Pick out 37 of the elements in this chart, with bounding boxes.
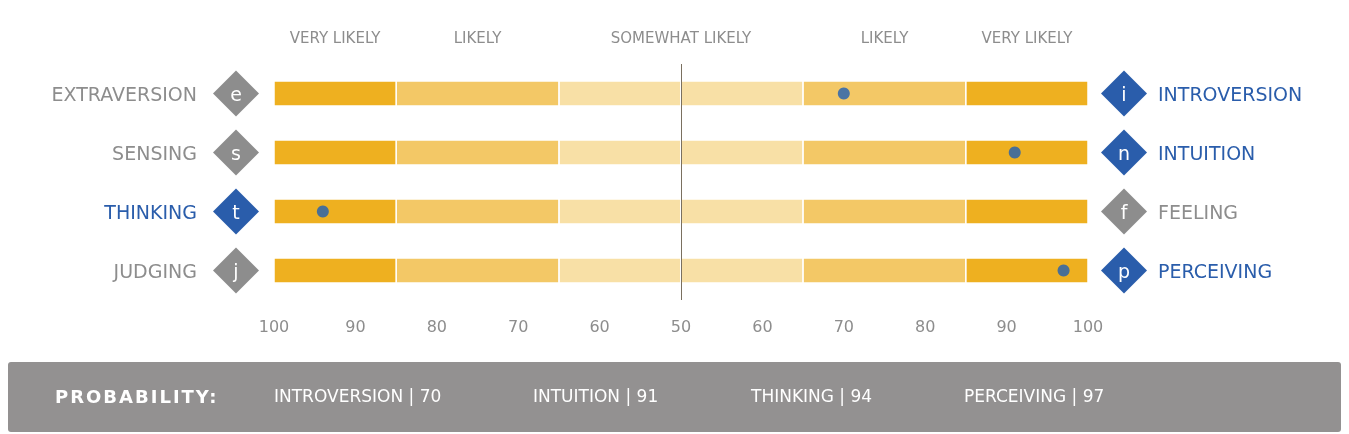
x-tick-label: 60 [589,316,610,336]
text: i [1121,82,1127,105]
text: THINKING | 94 [751,386,873,406]
text: INTUITION | 91 [533,386,659,406]
x-tick-label: 100 [258,316,290,336]
x-tick-label: 80 [915,316,936,336]
x-tick-label: 90 [345,316,366,336]
x-tick-label: 100 [1072,316,1104,336]
x-tick-label: 60 [752,316,773,336]
text: LIKELY [453,29,503,47]
ref-line-label: SOMEWHAT LIKELY [610,29,753,47]
text: j [232,259,239,282]
y-tick-label: THINKING [103,200,197,223]
text: f [1120,200,1129,223]
y-tick-label: INTUITION [1158,141,1256,164]
y-tick-label: PERCEIVING [1158,259,1273,282]
text: VERY LIKELY [289,29,382,47]
x-tick-label: 50 [670,316,692,336]
text: VERY LIKELY [981,29,1074,47]
y-tick-label: JUDGING [112,259,197,282]
y-tick-label: EXTRAVERSION [51,82,197,105]
text: LIKELY [860,29,910,47]
x-tick-label: 70 [833,316,854,336]
x-tick-label: 70 [508,316,529,336]
text: p [1117,259,1131,282]
text: PERCEIVING | 97 [964,386,1105,406]
y-tick-label: FEELING [1158,200,1239,223]
y-tick-label: INTROVERSION [1158,82,1303,105]
y-tick-label: SENSING [112,141,197,164]
text: PROBABILITY: [55,386,219,407]
text: t [232,200,240,223]
x-tick-label: 90 [996,316,1017,336]
text: n [1117,141,1131,164]
x-tick-label: 80 [426,316,447,336]
text: s [231,141,241,164]
text: e [230,82,242,105]
text: INTROVERSION | 70 [274,386,442,406]
